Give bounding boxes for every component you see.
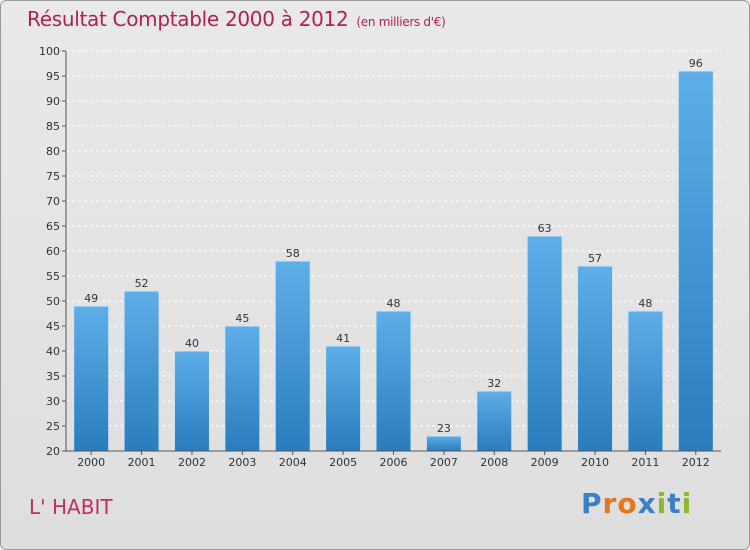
y-tick-label: 30 <box>46 395 60 408</box>
logo-letter: o <box>617 487 638 520</box>
x-tick-label: 2010 <box>581 456 609 469</box>
logo-letter: i <box>681 487 693 520</box>
proxiti-logo[interactable]: Proxiti <box>581 487 692 520</box>
x-tick-label: 2003 <box>228 456 256 469</box>
data-label: 57 <box>588 252 602 265</box>
y-tick-label: 80 <box>46 145 60 158</box>
data-label: 58 <box>286 247 300 260</box>
x-tick-label: 2001 <box>128 456 156 469</box>
title-text: Résultat Comptable 2000 à 2012 <box>27 7 349 31</box>
bar <box>173 350 210 452</box>
y-tick-label: 45 <box>46 320 60 333</box>
x-tick-label: 2005 <box>329 456 357 469</box>
y-tick-label: 85 <box>46 120 60 133</box>
y-tick-label: 20 <box>46 445 60 458</box>
x-tick-label: 2011 <box>631 456 659 469</box>
bar <box>274 260 311 452</box>
commune-name: L' HABIT <box>29 495 113 519</box>
x-tick-label: 2012 <box>682 456 710 469</box>
bar <box>476 390 513 452</box>
bar <box>526 235 563 452</box>
data-label: 49 <box>84 292 98 305</box>
y-tick-label: 50 <box>46 295 60 308</box>
bar <box>375 310 412 452</box>
logo-letter: P <box>581 487 603 520</box>
data-label: 63 <box>538 222 552 235</box>
logo-letter: x <box>637 487 657 520</box>
data-label: 52 <box>135 277 149 290</box>
x-axis: 2000 2001 2002 2003 2004 2005 2006 2007 2008 2009… <box>66 450 721 469</box>
data-label: 48 <box>638 297 652 310</box>
y-tick-label: 95 <box>46 70 60 83</box>
x-tick-label: 2007 <box>430 456 458 469</box>
y-tick-label: 40 <box>46 345 60 358</box>
bar <box>73 305 110 452</box>
data-label: 23 <box>437 422 451 435</box>
data-label: 48 <box>387 297 401 310</box>
y-axis: 20 25 30 35 40 45 50 55 60 65 70 75 80 85 90 95 100 <box>39 45 67 458</box>
y-tick-label: 100 <box>39 45 60 58</box>
bar <box>123 290 160 452</box>
data-label: 32 <box>487 377 501 390</box>
bar <box>627 310 664 452</box>
y-tick-label: 25 <box>46 420 60 433</box>
y-tick-label: 90 <box>46 95 60 108</box>
y-tick-label: 60 <box>46 245 60 258</box>
bar <box>677 70 714 452</box>
bars: 49 52 40 45 58 41 48 23 32 63 57 48 96 <box>73 57 714 452</box>
x-tick-label: 2006 <box>380 456 408 469</box>
data-label: 40 <box>185 337 199 350</box>
x-tick-label: 2009 <box>531 456 559 469</box>
bar <box>325 345 362 452</box>
x-tick-label: 2008 <box>480 456 508 469</box>
x-tick-label: 2004 <box>279 456 307 469</box>
y-tick-label: 65 <box>46 220 60 233</box>
title-subtitle: (en milliers d'€) <box>356 15 446 29</box>
logo-letter: i <box>656 487 668 520</box>
bar <box>425 435 462 452</box>
y-tick-label: 75 <box>46 170 60 183</box>
y-tick-label: 55 <box>46 270 60 283</box>
logo-letter: r <box>602 487 618 520</box>
x-tick-label: 2002 <box>178 456 206 469</box>
data-label: 45 <box>235 312 249 325</box>
bar <box>224 325 261 452</box>
bar <box>577 265 614 452</box>
data-label: 96 <box>689 57 703 70</box>
chart-title: Résultat Comptable 2000 à 2012 (en millie… <box>27 7 446 31</box>
data-label: 41 <box>336 332 350 345</box>
y-tick-label: 35 <box>46 370 60 383</box>
logo-letter: t <box>667 487 682 520</box>
x-tick-label: 2000 <box>77 456 105 469</box>
y-tick-label: 70 <box>46 195 60 208</box>
